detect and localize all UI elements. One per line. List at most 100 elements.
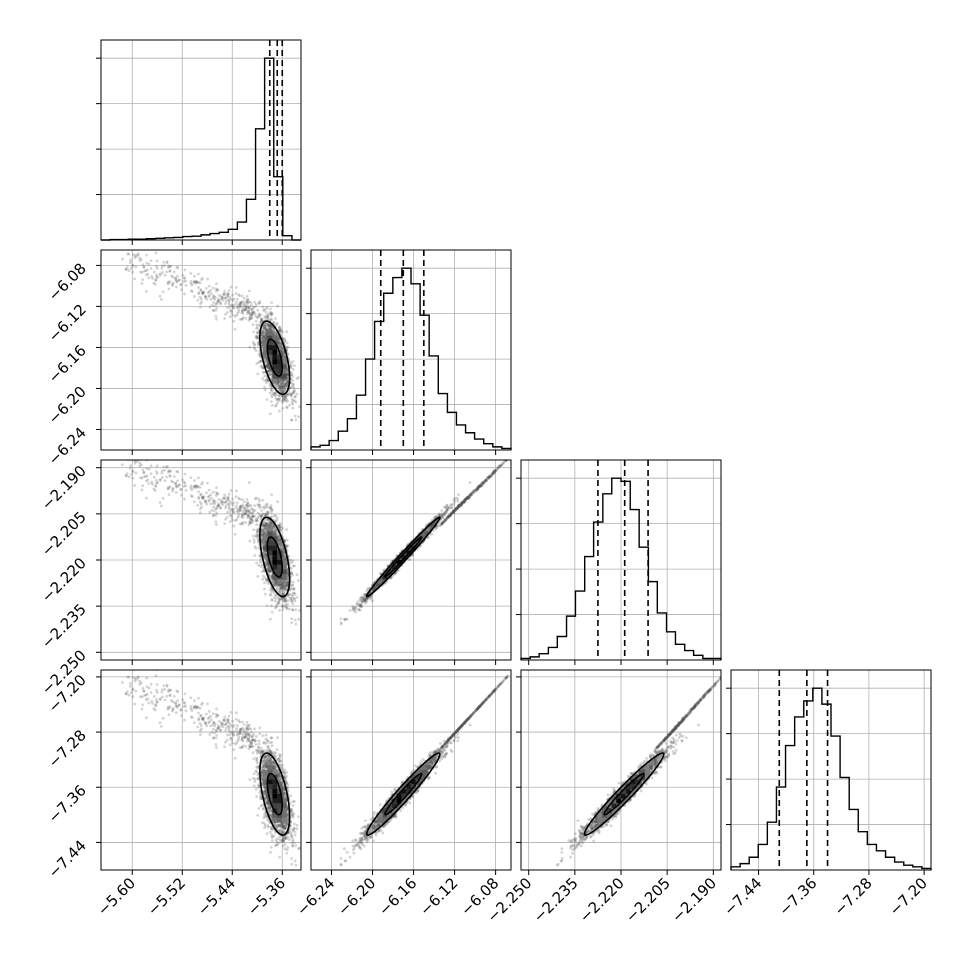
sample-point [199, 492, 203, 496]
density-cell [277, 345, 282, 350]
sample-point [263, 327, 267, 331]
sample-point [129, 258, 132, 262]
sample-point [264, 523, 268, 526]
sample-point [223, 317, 227, 320]
sample-point [224, 299, 228, 303]
histogram-step [101, 57, 301, 241]
sample-point [282, 557, 285, 561]
sample-point [260, 320, 263, 324]
sample-point [277, 325, 281, 329]
sample-point [212, 294, 215, 298]
sample-point [229, 489, 233, 492]
sample-point [200, 505, 203, 509]
sample-point [246, 309, 250, 313]
sample-point [201, 497, 205, 501]
sample-point [255, 532, 259, 536]
sample-point [266, 519, 270, 522]
sample-point [265, 531, 268, 535]
sample-point [293, 591, 296, 595]
sample-point [226, 293, 230, 297]
sample-point [256, 315, 260, 319]
sample-point [155, 259, 159, 263]
sample-point [280, 382, 284, 385]
sample-point [139, 258, 143, 261]
sample-point [264, 513, 268, 516]
sample-point [260, 317, 264, 321]
sample-point [262, 569, 266, 573]
sample-point [275, 401, 279, 405]
sample-point [281, 555, 285, 559]
sample-point [284, 584, 288, 588]
sample-point [281, 378, 285, 382]
sample-point [273, 394, 277, 398]
sample-point [267, 323, 271, 327]
sample-point [269, 522, 273, 526]
sample-point [236, 305, 240, 309]
sample-point [154, 251, 158, 255]
sample-point [129, 261, 132, 265]
sample-point [285, 582, 289, 586]
sample-point [283, 355, 287, 359]
histogram-step [520, 477, 722, 660]
sample-point [172, 270, 176, 274]
sample-point [193, 479, 196, 482]
sample-point [284, 382, 288, 386]
sample-point [217, 498, 221, 501]
sample-point [281, 583, 285, 587]
sample-point [258, 354, 262, 358]
sample-point [262, 530, 266, 534]
sample-point [281, 380, 285, 383]
sample-point [270, 312, 274, 316]
sample-point [286, 380, 290, 384]
sample-point [262, 326, 266, 329]
sample-point [263, 357, 267, 360]
sample-point [281, 584, 285, 588]
sample-point [214, 314, 218, 318]
sample-point [190, 495, 194, 498]
sample-point [280, 586, 284, 590]
sample-point [268, 325, 272, 329]
sample-point [278, 598, 282, 602]
sample-point [266, 581, 270, 585]
sample-point [227, 505, 231, 509]
sample-point [277, 598, 281, 602]
sample-point [273, 332, 277, 336]
sample-point [231, 293, 235, 297]
sample-point [283, 596, 287, 600]
sample-point [262, 549, 266, 553]
sample-point [270, 508, 274, 512]
sample-point [265, 522, 268, 526]
panel-0-0 [101, 40, 301, 240]
sample-point [293, 395, 297, 399]
sample-point [262, 524, 265, 528]
sample-point [215, 507, 219, 511]
sample-point [216, 288, 220, 292]
sample-point [229, 285, 233, 289]
sample-point [273, 530, 277, 534]
sample-point [265, 513, 269, 516]
sample-point [297, 415, 301, 419]
sample-point [283, 383, 286, 387]
sample-point [274, 519, 277, 523]
sample-point [171, 284, 175, 287]
sample-point [160, 266, 164, 270]
sample-point [265, 510, 269, 514]
sample-point [195, 280, 199, 284]
sample-point [264, 307, 268, 311]
sample-point [263, 326, 267, 330]
sample-point [286, 352, 290, 356]
sample-point [258, 321, 262, 325]
sample-point [278, 382, 282, 386]
sample-point [262, 323, 266, 327]
sample-point [248, 312, 252, 316]
sample-point [286, 581, 290, 585]
sample-point [124, 268, 128, 271]
density-cell [277, 369, 282, 374]
sample-point [278, 597, 281, 601]
sample-point [278, 339, 282, 343]
sample-point [281, 400, 285, 404]
scatter-2-0 [120, 460, 301, 626]
histogram-3 [726, 670, 932, 870]
sample-point [285, 345, 289, 349]
sample-point [284, 582, 288, 586]
